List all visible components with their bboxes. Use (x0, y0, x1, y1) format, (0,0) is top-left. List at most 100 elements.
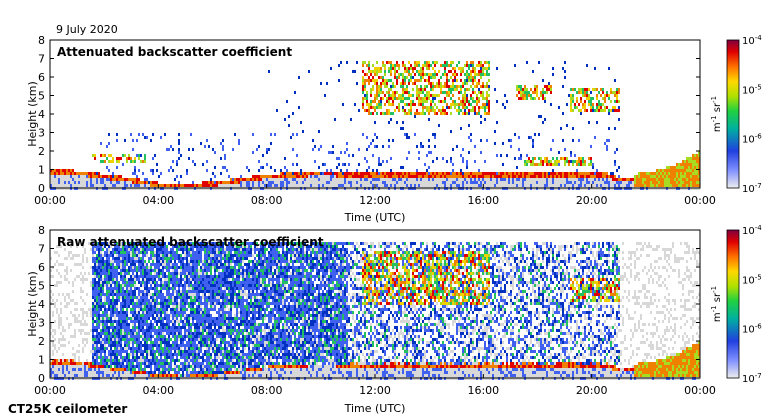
heatmap-cell (692, 169, 694, 172)
heatmap-cell (96, 245, 98, 248)
heatmap-cell (406, 85, 408, 88)
heatmap-cell (134, 356, 136, 359)
heatmap-cell (542, 184, 544, 187)
heatmap-cell (564, 178, 566, 181)
heatmap-cell (558, 163, 560, 166)
heatmap-cell (434, 133, 436, 136)
heatmap-cell (138, 293, 140, 296)
heatmap-cell (120, 305, 122, 308)
heatmap-cell (138, 290, 140, 293)
heatmap-cell (66, 257, 68, 260)
heatmap-cell (402, 109, 404, 112)
heatmap-cell (178, 151, 180, 154)
heatmap-cell (58, 293, 60, 296)
heatmap-cell (578, 178, 580, 181)
heatmap-cell (448, 181, 450, 184)
heatmap-cell (122, 317, 124, 320)
heatmap-cell (130, 329, 132, 332)
heatmap-cell (150, 293, 152, 296)
heatmap-cell (82, 308, 84, 311)
heatmap-cell (72, 281, 74, 284)
heatmap-cell (256, 184, 258, 187)
heatmap-cell (144, 347, 146, 350)
heatmap-cell (406, 181, 408, 184)
heatmap-cell (444, 82, 446, 85)
heatmap-cell (76, 362, 78, 365)
heatmap-cell (536, 184, 538, 187)
heatmap-cell (134, 374, 136, 377)
heatmap-cell (148, 311, 150, 314)
heatmap-cell (100, 181, 102, 184)
heatmap-cell (142, 359, 144, 362)
heatmap-cell (140, 350, 142, 353)
heatmap-cell (102, 293, 104, 296)
heatmap-cell (388, 70, 390, 73)
heatmap-cell (512, 181, 514, 184)
heatmap-cell (142, 368, 144, 371)
heatmap-cell (242, 178, 244, 181)
heatmap-cell (216, 181, 218, 184)
heatmap-cell (428, 94, 430, 97)
heatmap-cell (132, 350, 134, 353)
heatmap-cell (154, 272, 156, 275)
heatmap-cell (424, 184, 426, 187)
heatmap-cell (138, 305, 140, 308)
heatmap-cell (362, 184, 364, 187)
heatmap-cell (114, 347, 116, 350)
heatmap-cell (100, 335, 102, 338)
heatmap-cell (326, 175, 328, 178)
heatmap-cell (402, 85, 404, 88)
heatmap-cell (124, 181, 126, 184)
heatmap-cell (140, 344, 142, 347)
heatmap-cell (496, 67, 498, 70)
heatmap-cell (486, 139, 488, 142)
heatmap-cell (116, 263, 118, 266)
heatmap-cell (378, 163, 380, 166)
heatmap-cell (346, 148, 348, 151)
heatmap-cell (402, 121, 404, 124)
heatmap-cell (176, 160, 178, 163)
heatmap-cell (144, 290, 146, 293)
heatmap-cell (394, 178, 396, 181)
heatmap-cell (112, 308, 114, 311)
heatmap-cell (134, 311, 136, 314)
heatmap-cell (252, 151, 254, 154)
heatmap-cell (152, 251, 154, 254)
heatmap-cell (404, 178, 406, 181)
heatmap-cell (58, 326, 60, 329)
heatmap-cell (98, 260, 100, 263)
heatmap-cell (376, 178, 378, 181)
heatmap-cell (408, 181, 410, 184)
heatmap-cell (60, 332, 62, 335)
heatmap-cell (388, 88, 390, 91)
heatmap-cell (456, 175, 458, 178)
heatmap-cell (320, 178, 322, 181)
heatmap-cell (104, 178, 106, 181)
heatmap-cell (306, 175, 308, 178)
heatmap-cell (440, 82, 442, 85)
heatmap-cell (146, 347, 148, 350)
heatmap-cell (498, 172, 500, 175)
heatmap-cell (92, 353, 94, 356)
heatmap-cell (104, 350, 106, 353)
heatmap-cell (130, 365, 132, 368)
heatmap-cell (144, 299, 146, 302)
heatmap-cell (406, 178, 408, 181)
heatmap-cell (80, 287, 82, 290)
heatmap-cell (146, 290, 148, 293)
heatmap-cell (578, 88, 580, 91)
heatmap-cell (102, 374, 104, 377)
heatmap-cell (584, 91, 586, 94)
heatmap-cell (552, 139, 554, 142)
heatmap-cell (108, 338, 110, 341)
heatmap-cell (132, 139, 134, 142)
heatmap-cell (388, 97, 390, 100)
heatmap-cell (60, 362, 62, 365)
heatmap-cell (654, 184, 656, 187)
heatmap-cell (52, 293, 54, 296)
heatmap-cell (202, 181, 204, 184)
heatmap-cell (684, 160, 686, 163)
heatmap-cell (386, 109, 388, 112)
heatmap-cell (106, 359, 108, 362)
heatmap-cell (550, 85, 552, 88)
